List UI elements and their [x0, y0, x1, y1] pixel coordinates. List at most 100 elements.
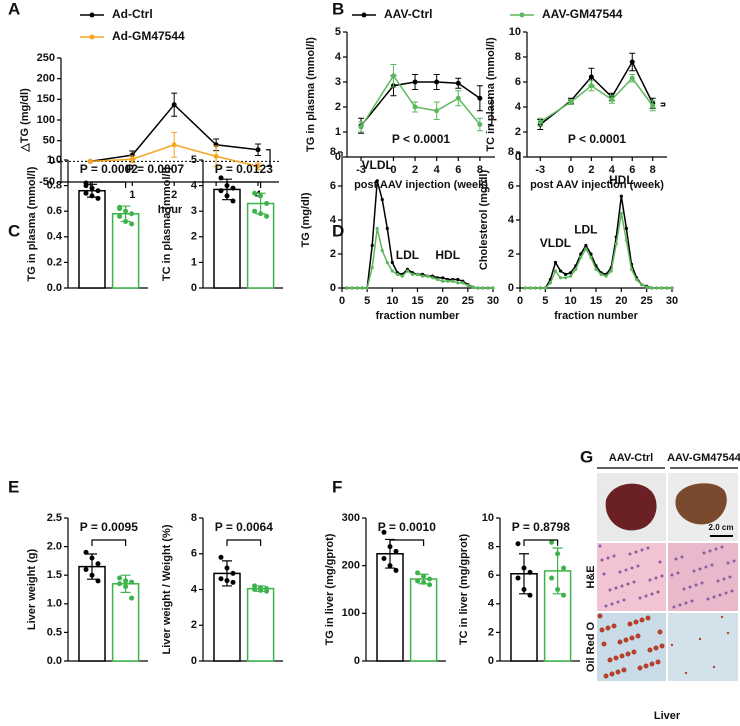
marker	[650, 103, 656, 109]
marker	[405, 269, 410, 273]
x-tick-label: 10	[386, 295, 398, 307]
lipid-dot	[655, 659, 661, 665]
data-point	[387, 563, 393, 569]
marker	[380, 249, 384, 253]
marker	[375, 226, 379, 231]
data-point	[95, 188, 101, 194]
marker	[420, 274, 425, 278]
p-value: P = 0.0064	[215, 520, 273, 534]
y-tick-label: 5	[191, 154, 197, 166]
marker	[395, 272, 399, 276]
y-axis-label: TG in liver (mg/gprot)	[324, 533, 336, 645]
stain-dot	[600, 558, 604, 562]
y-tick-label: 2	[330, 248, 336, 260]
stain-dots	[597, 544, 736, 679]
data-point	[230, 198, 236, 204]
lipid-dot	[599, 627, 605, 633]
bar	[409, 578, 438, 662]
lipid-dot	[633, 619, 639, 625]
y-axis-label: TG in plasma (mmol/l)	[26, 166, 38, 281]
y-tick-label: 8	[330, 146, 336, 158]
data-point	[129, 211, 135, 217]
data-point	[258, 193, 264, 199]
stain-dot	[626, 582, 630, 586]
caption: Liver	[654, 710, 681, 722]
marker	[670, 286, 674, 290]
stain-dot	[690, 599, 694, 603]
p-value: P < 0.0001	[392, 132, 450, 146]
marker	[358, 124, 364, 130]
x-tick-label: 25	[462, 295, 474, 307]
marker	[629, 59, 635, 65]
marker	[441, 276, 445, 280]
data-point	[95, 561, 101, 567]
y-tick-label: 1	[191, 256, 197, 268]
y-tick-label: 300	[342, 512, 360, 524]
data-point	[224, 578, 230, 584]
y-tick-label: 2	[191, 231, 197, 243]
data-point	[521, 587, 527, 592]
bar	[376, 553, 404, 662]
stain-dot	[636, 564, 640, 568]
stain-dot	[606, 556, 610, 560]
stain-dot	[660, 574, 664, 578]
lipid-dot	[637, 665, 643, 671]
x-axis-label: post AAV injection (week)	[530, 179, 664, 191]
stain-dot	[632, 580, 636, 584]
marker	[553, 269, 558, 273]
stain-dot	[624, 568, 628, 572]
marker	[360, 286, 364, 290]
y-axis-label: TC in plasma (mmol/l)	[485, 37, 497, 152]
marker	[451, 279, 455, 283]
x-tick-label: 1	[129, 189, 135, 201]
y-tick-label: 0	[508, 282, 514, 294]
marker	[640, 283, 644, 287]
legend-label: AAV-GM47544	[542, 7, 623, 21]
p-value: P = 0.0007	[126, 162, 184, 176]
marker	[456, 277, 460, 282]
stain-dot	[724, 591, 728, 595]
x-tick-label: 15	[590, 295, 602, 307]
data-point	[95, 195, 101, 201]
legend-label: Ad-Ctrl	[112, 7, 153, 21]
p-value: P = 0.0002	[80, 162, 138, 176]
marker	[568, 99, 574, 105]
marker	[410, 272, 415, 276]
data-point	[381, 556, 387, 562]
stain-dot	[658, 560, 662, 564]
marker	[129, 156, 135, 162]
chart: 0 100 200 300 TG in liver (mg/gprot) P = 0.00…	[324, 512, 446, 667]
y-tick-label: 0	[515, 151, 521, 163]
x-tick-label: 5	[364, 295, 370, 307]
y-tick-label: 0.0	[47, 282, 62, 294]
x-tick-label: 25	[641, 295, 653, 307]
data-point	[252, 587, 258, 592]
data-point	[123, 208, 129, 214]
marker	[385, 226, 389, 231]
lipid-dot	[647, 647, 653, 653]
marker	[574, 267, 578, 271]
chart: 0 1 2 3 4 5 TG in plasma (mmol/l) -3 0 2 4 6 8 post A…	[305, 7, 623, 191]
data-point	[83, 180, 89, 186]
he-image	[597, 543, 666, 611]
marker	[441, 279, 445, 283]
he-image	[668, 543, 738, 611]
marker	[624, 238, 629, 242]
lipid-dot	[613, 655, 619, 661]
panel-label: D	[332, 221, 344, 240]
marker	[528, 286, 532, 290]
stain-dot	[628, 552, 632, 556]
y-axis-label: TC in plasma (mmol/l)	[161, 167, 173, 282]
bar	[111, 583, 140, 662]
panel-label: C	[8, 221, 20, 240]
data-point	[83, 566, 89, 572]
series-line	[360, 74, 481, 128]
marker	[588, 83, 594, 89]
marker	[486, 286, 490, 290]
x-tick-label: 0	[339, 295, 345, 307]
y-tick-label: 4	[330, 214, 337, 226]
data-point	[218, 175, 224, 181]
